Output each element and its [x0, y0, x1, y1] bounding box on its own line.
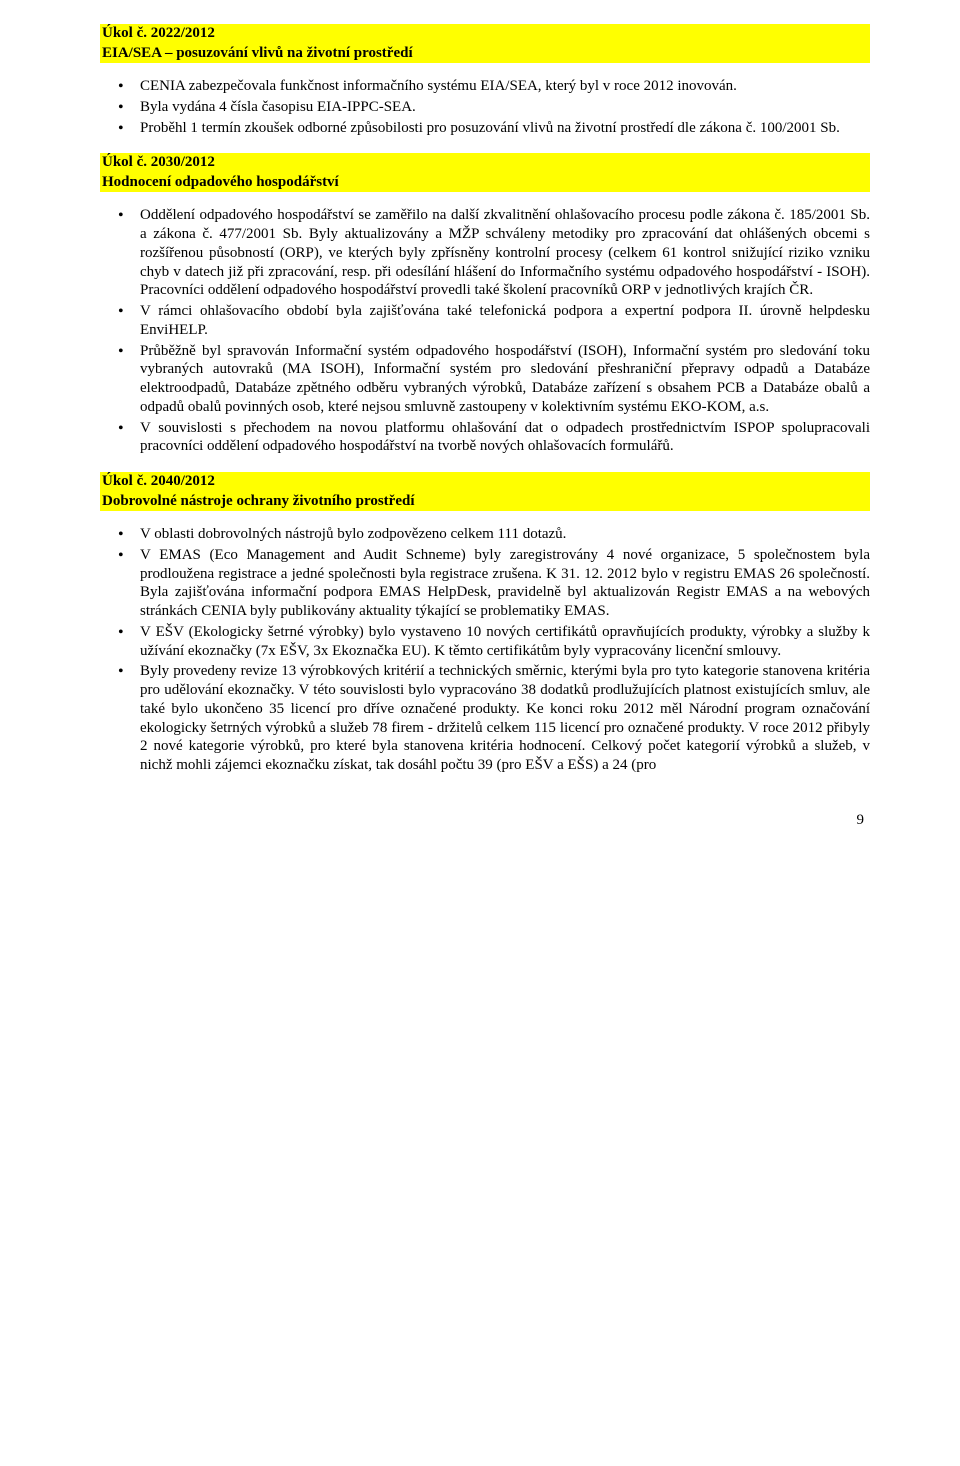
- task-header: Úkol č. 2040/2012 Dobrovolné nástroje oc…: [100, 472, 870, 511]
- list-item: V souvislosti s přechodem na novou platf…: [140, 419, 870, 457]
- list-item: V rámci ohlašovacího období byla zajišťo…: [140, 302, 870, 340]
- list-item: Proběhl 1 termín zkoušek odborné způsobi…: [140, 119, 870, 138]
- list-item: Průběžně byl spravován Informační systém…: [140, 342, 870, 417]
- bullet-list: Oddělení odpadového hospodářství se zamě…: [100, 206, 870, 456]
- task-title: EIA/SEA – posuzování vlivů na životní pr…: [102, 44, 868, 64]
- section-2030: Úkol č. 2030/2012 Hodnocení odpadového h…: [100, 153, 870, 456]
- list-item: Oddělení odpadového hospodářství se zamě…: [140, 206, 870, 300]
- list-item: V oblasti dobrovolných nástrojů bylo zod…: [140, 525, 870, 544]
- bullet-list: CENIA zabezpečovala funkčnost informační…: [100, 77, 870, 137]
- task-header: Úkol č. 2022/2012 EIA/SEA – posuzování v…: [100, 24, 870, 63]
- task-number: Úkol č. 2022/2012: [102, 24, 868, 44]
- list-item: V EŠV (Ekologicky šetrné výrobky) bylo v…: [140, 623, 870, 661]
- list-item: Byla vydána 4 čísla časopisu EIA-IPPC-SE…: [140, 98, 870, 117]
- bullet-list: V oblasti dobrovolných nástrojů bylo zod…: [100, 525, 870, 775]
- list-item: Byly provedeny revize 13 výrobkových kri…: [140, 662, 870, 775]
- task-title: Hodnocení odpadového hospodářství: [102, 173, 868, 193]
- task-title: Dobrovolné nástroje ochrany životního pr…: [102, 492, 868, 512]
- task-number: Úkol č. 2040/2012: [102, 472, 868, 492]
- list-item: V EMAS (Eco Management and Audit Schneme…: [140, 546, 870, 621]
- page-number: 9: [100, 811, 870, 830]
- section-2040: Úkol č. 2040/2012 Dobrovolné nástroje oc…: [100, 472, 870, 775]
- task-header: Úkol č. 2030/2012 Hodnocení odpadového h…: [100, 153, 870, 192]
- task-number: Úkol č. 2030/2012: [102, 153, 868, 173]
- section-2022: Úkol č. 2022/2012 EIA/SEA – posuzování v…: [100, 24, 870, 137]
- list-item: CENIA zabezpečovala funkčnost informační…: [140, 77, 870, 96]
